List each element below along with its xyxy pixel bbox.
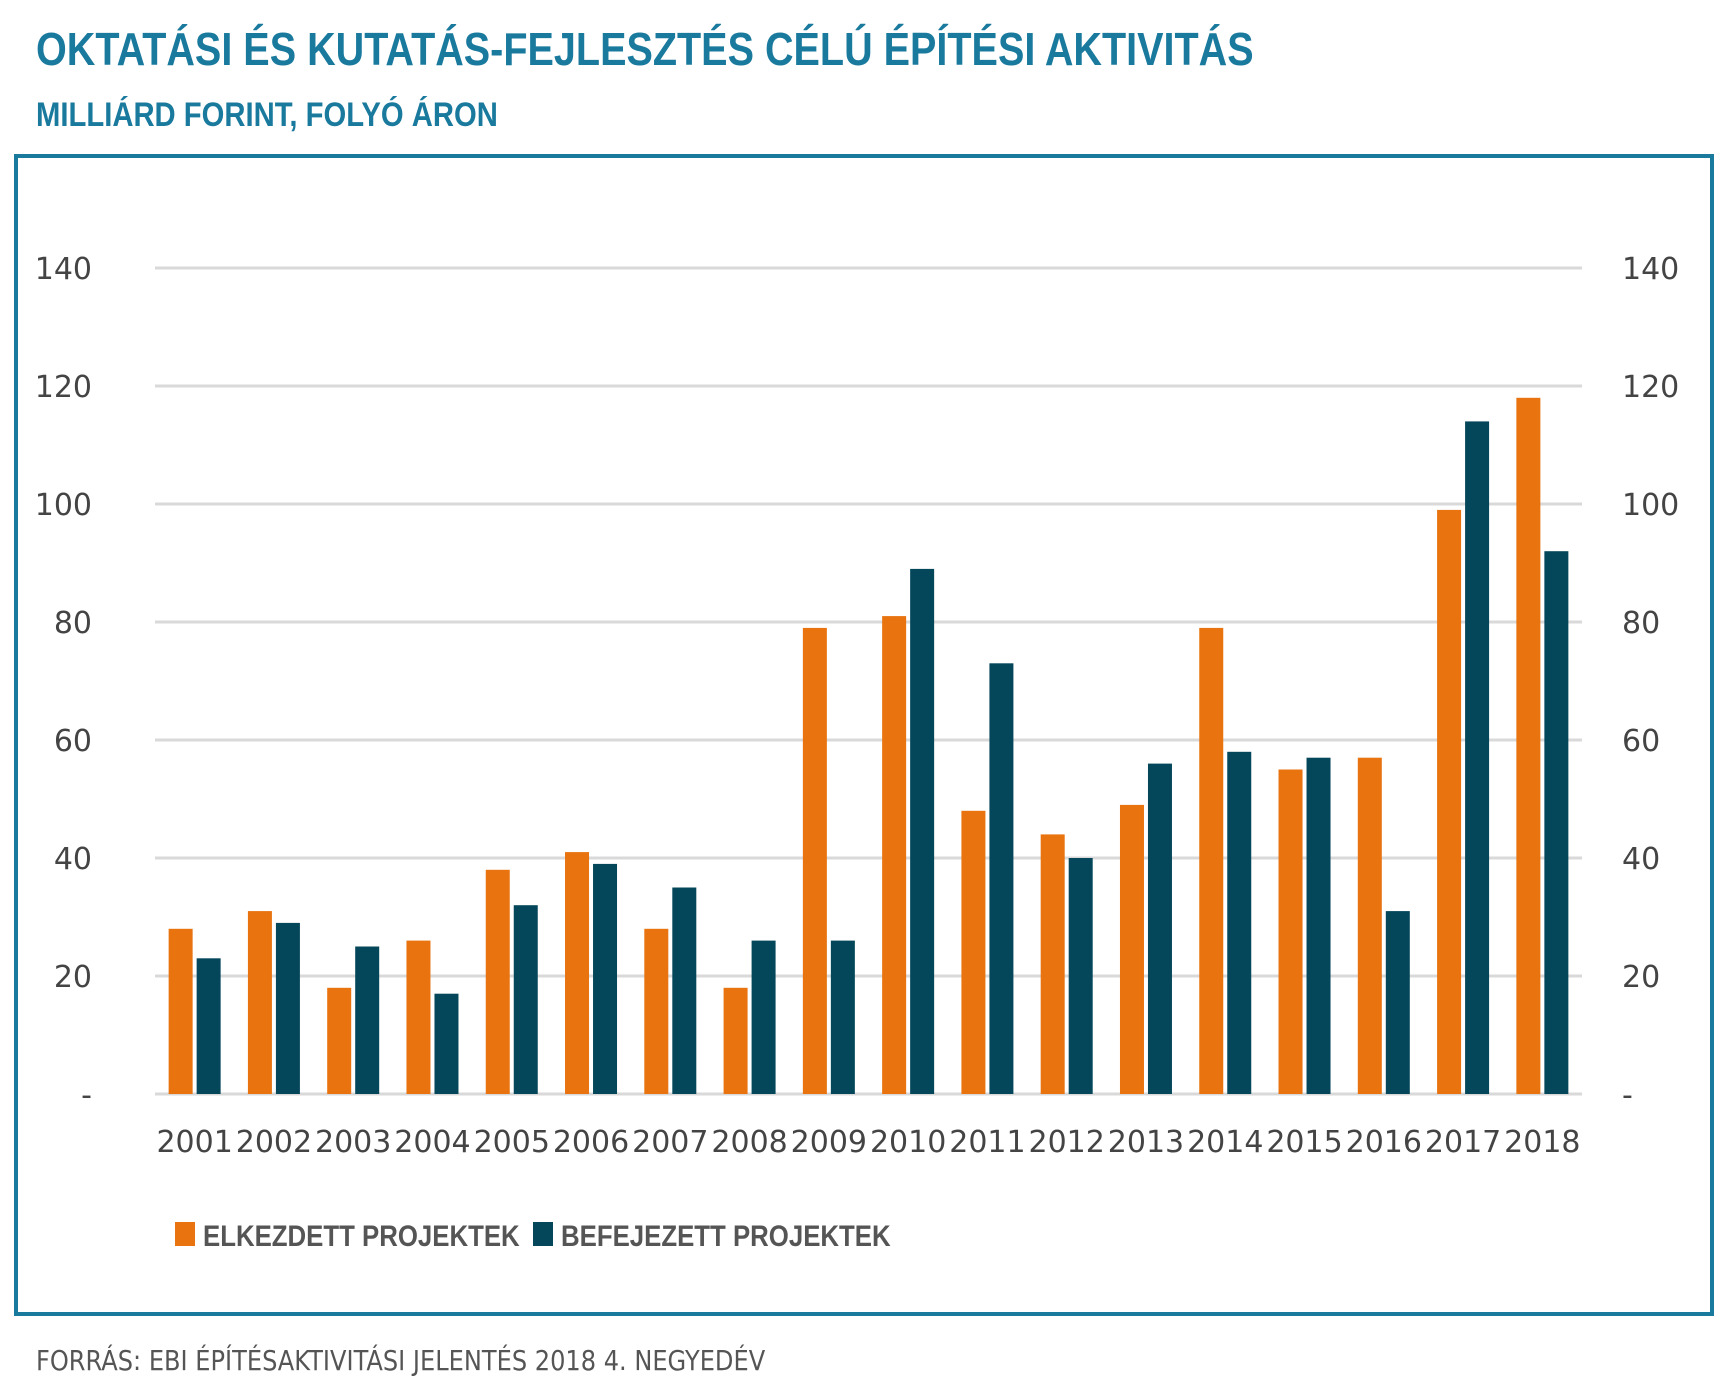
bar-elkezdett: [1437, 509, 1462, 1094]
bar-befejezett: [1227, 751, 1252, 1094]
y-tick-label-right: 40: [1622, 842, 1660, 877]
y-tick-label-left: 40: [54, 842, 92, 877]
bar-befejezett: [1385, 911, 1410, 1094]
bar-befejezett: [593, 863, 618, 1094]
legend-label-befejezett: BEFEJEZETT PROJEKTEK: [561, 1219, 891, 1252]
y-tick-label-left: 100: [35, 488, 92, 523]
bar-elkezdett: [802, 627, 827, 1094]
bar-elkezdett: [247, 911, 272, 1094]
x-tick-label: 2010: [870, 1125, 946, 1160]
chart-frame: [14, 154, 1714, 1316]
x-tick-label: 2004: [394, 1125, 470, 1160]
bar-befejezett: [910, 568, 935, 1094]
x-tick-label: 2002: [236, 1125, 312, 1160]
x-tick-label: 2001: [156, 1125, 232, 1160]
y-tick-label-right: 140: [1622, 252, 1679, 287]
x-tick-label: 2015: [1266, 1125, 1342, 1160]
y-tick-label-right: 60: [1622, 724, 1660, 759]
x-tick-label: 2005: [474, 1125, 550, 1160]
bar-elkezdett: [406, 940, 431, 1094]
y-tick-label-right: 20: [1622, 960, 1660, 995]
legend-swatch-befejezett: [533, 1222, 553, 1246]
x-tick-label: 2008: [711, 1125, 787, 1160]
bar-befejezett: [275, 922, 300, 1094]
y-tick-label-left: 120: [35, 370, 92, 405]
y-tick-label-left: 60: [54, 724, 92, 759]
bar-elkezdett: [1040, 834, 1065, 1094]
bar-befejezett: [1306, 757, 1331, 1094]
bar-elkezdett: [1119, 804, 1144, 1094]
chart-title: OKTATÁSI ÉS KUTATÁS-FEJLESZTÉS CÉLÚ ÉPÍT…: [36, 23, 1254, 75]
bar-befejezett: [1465, 421, 1490, 1094]
bar-elkezdett: [882, 616, 907, 1094]
y-tick-label-right: -: [1622, 1078, 1633, 1113]
bar-elkezdett: [1199, 627, 1224, 1094]
y-tick-label-right: 100: [1622, 488, 1679, 523]
x-tick-label: 2013: [1108, 1125, 1184, 1160]
bar-befejezett: [672, 887, 697, 1094]
x-tick-label: 2018: [1504, 1125, 1580, 1160]
y-tick-label-right: 80: [1622, 606, 1660, 641]
y-tick-label-left: -: [81, 1078, 92, 1113]
bar-elkezdett: [485, 869, 510, 1094]
bar-elkezdett: [961, 810, 986, 1094]
bar-elkezdett: [1357, 757, 1382, 1094]
source-note: FORRÁS: EBI ÉPÍTÉSAKTIVITÁSI JELENTÉS 20…: [36, 1344, 766, 1377]
y-tick-label-left: 80: [54, 606, 92, 641]
x-tick-label: 2011: [949, 1125, 1025, 1160]
bar-elkezdett: [565, 852, 590, 1094]
bar-befejezett: [1147, 763, 1172, 1094]
x-tick-label: 2009: [791, 1125, 867, 1160]
bar-elkezdett: [1278, 769, 1303, 1094]
bar-elkezdett: [1516, 397, 1541, 1094]
chart-subtitle: MILLIÁRD FORINT, FOLYÓ ÁRON: [36, 96, 498, 134]
x-tick-label: 2003: [315, 1125, 391, 1160]
bar-befejezett: [513, 905, 538, 1094]
x-tick-label: 2012: [1029, 1125, 1105, 1160]
x-tick-label: 2016: [1346, 1125, 1422, 1160]
legend-swatch-elkezdett: [175, 1222, 195, 1246]
bar-befejezett: [355, 946, 380, 1094]
bar-befejezett: [751, 940, 776, 1094]
bar-elkezdett: [723, 987, 748, 1094]
bar-elkezdett: [168, 928, 193, 1094]
legend-label-elkezdett: ELKEZDETT PROJEKTEK: [203, 1219, 520, 1252]
bar-befejezett: [1544, 551, 1569, 1094]
bar-elkezdett: [644, 928, 669, 1094]
x-tick-label: 2014: [1187, 1125, 1263, 1160]
bar-befejezett: [989, 663, 1014, 1094]
bar-befejezett: [196, 958, 221, 1094]
x-tick-label: 2006: [553, 1125, 629, 1160]
bar-befejezett: [434, 993, 459, 1094]
bar-befejezett: [1068, 858, 1093, 1094]
y-tick-label-left: 140: [35, 252, 92, 287]
y-tick-label-left: 20: [54, 960, 92, 995]
bar-elkezdett: [327, 987, 352, 1094]
x-tick-label: 2007: [632, 1125, 708, 1160]
x-tick-label: 2017: [1425, 1125, 1501, 1160]
bar-befejezett: [830, 940, 855, 1094]
y-tick-label-right: 120: [1622, 370, 1679, 405]
